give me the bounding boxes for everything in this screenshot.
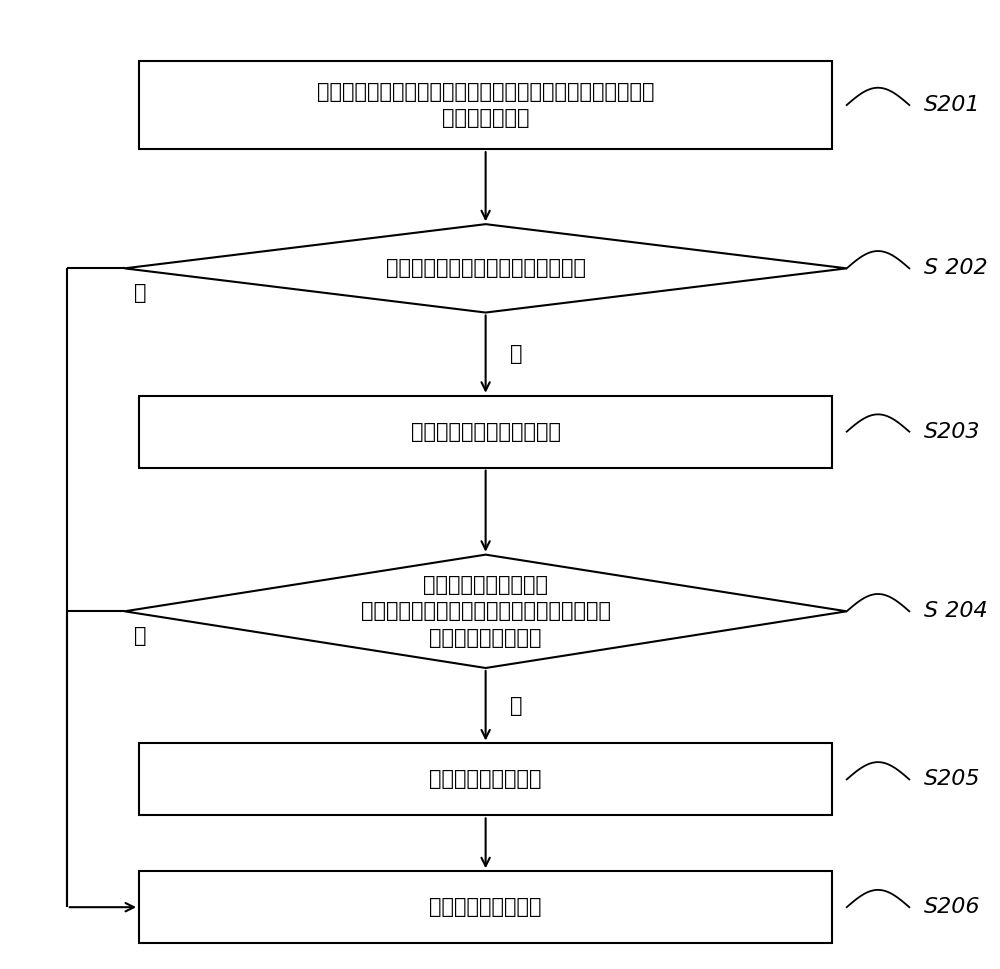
Text: 是: 是 [134, 626, 147, 645]
Text: 抓取已下载部分的内部内容: 抓取已下载部分的内部内容 [411, 422, 561, 442]
Text: S203: S203 [924, 422, 980, 442]
Bar [139, 743, 832, 816]
Text: 当待加载文件已下载部分已包含指定内容时，从已下载部分中
解析出授权信息: 当待加载文件已下载部分已包含指定内容时，从已下载部分中 解析出授权信息 [317, 81, 654, 128]
Text: S206: S206 [924, 897, 980, 918]
Text: 停止下载待加载文件: 停止下载待加载文件 [429, 897, 542, 918]
Text: 根据抓取的内部内容，
通过内外特征的方式，诊断待加载文件的内部
内容是否为恶意内容: 根据抓取的内部内容， 通过内外特征的方式，诊断待加载文件的内部 内容是否为恶意内… [361, 575, 611, 647]
Text: 继续下载待加载文件: 继续下载待加载文件 [429, 769, 542, 790]
Text: 是: 是 [510, 344, 522, 364]
Polygon shape [125, 224, 847, 313]
Polygon shape [125, 554, 847, 668]
Text: S 204: S 204 [924, 602, 987, 621]
Text: S 202: S 202 [924, 259, 987, 278]
Bar [139, 61, 832, 149]
Text: S205: S205 [924, 769, 980, 790]
Text: 否: 否 [510, 696, 522, 716]
Text: 根据解析出的授权信息进行权限验证: 根据解析出的授权信息进行权限验证 [386, 259, 586, 278]
Bar [139, 395, 832, 468]
Bar [139, 871, 832, 943]
Text: S201: S201 [924, 95, 980, 115]
Text: 否: 否 [134, 283, 147, 302]
